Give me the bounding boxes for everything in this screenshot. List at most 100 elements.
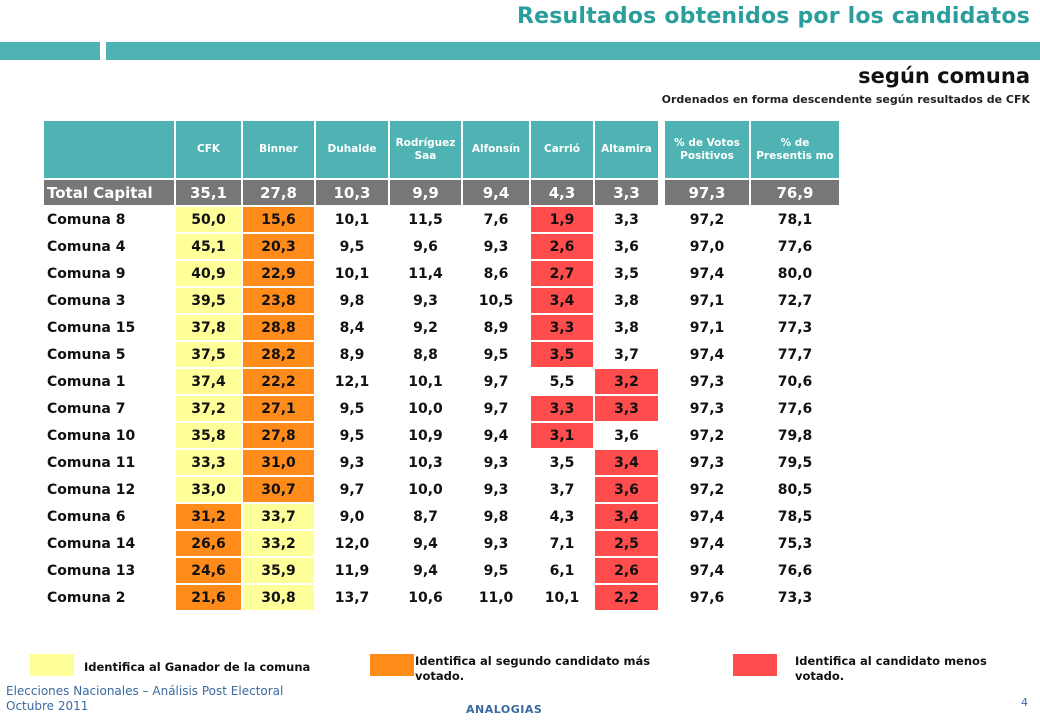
row-label: Comuna 12 (47, 481, 136, 498)
cell-binner: 27,1 (243, 396, 314, 421)
cell-duhalde: 9,7 (316, 477, 388, 502)
row-label: Comuna 13 (47, 562, 136, 579)
cell-carrio: 2,7 (531, 261, 593, 286)
cell-duhalde: 9,5 (316, 234, 388, 259)
cell-presentismo: 80,5 (751, 477, 839, 502)
cell-alfonsin: 9,5 (463, 558, 529, 583)
cell-cfk: 21,6 (176, 585, 241, 610)
row-label: Comuna 6 (47, 508, 126, 525)
cell-duhalde: 10,3 (316, 180, 388, 205)
cell-alfonsin: 9,7 (463, 369, 529, 394)
column-gap (660, 207, 663, 232)
cell-duhalde: 13,7 (316, 585, 388, 610)
cell-votos-positivos: 97,3 (665, 396, 749, 421)
header-altamira: Altamira (595, 121, 658, 178)
cell-binner: 28,2 (243, 342, 314, 367)
table-row: Comuna 9 40,9 22,9 10,1 11,4 8,6 2,7 3,5 97,4 80,… (44, 261, 839, 286)
cell-alfonsin: 10,5 (463, 288, 529, 313)
cell-duhalde: 11,9 (316, 558, 388, 583)
table-row: Comuna 8 50,0 15,6 10,1 11,5 7,6 1,9 3,3 97,2 78,… (44, 207, 839, 232)
results-table: CFK Binner Duhalde Rodríguez Saa Alfonsí… (42, 119, 841, 612)
legend-text-least: Identifica al candidato menos votado. (795, 654, 987, 683)
header-duhalde: Duhalde (316, 121, 388, 178)
cell-presentismo: 75,3 (751, 531, 839, 556)
cell-rodriguez-saa: 9,2 (390, 315, 461, 340)
legend-swatch-second (370, 654, 414, 676)
cell-cfk: 37,2 (176, 396, 241, 421)
cell-altamira: 3,3 (595, 207, 658, 232)
row-label: Comuna 15 (47, 319, 136, 336)
column-gap (660, 585, 663, 610)
header-corner-cell (44, 121, 174, 178)
cell-altamira: 3,8 (595, 315, 658, 340)
cell-carrio: 4,3 (531, 180, 593, 205)
cell-alfonsin: 8,6 (463, 261, 529, 286)
cell-duhalde: 9,5 (316, 423, 388, 448)
table-row: Comuna 4 45,1 20,3 9,5 9,6 9,3 2,6 3,6 97,0 77,6 (44, 234, 839, 259)
cell-binner: 30,7 (243, 477, 314, 502)
legend-swatch-winner (30, 654, 74, 676)
cell-alfonsin: 11,0 (463, 585, 529, 610)
footer-info: Elecciones Nacionales – Análisis Post El… (6, 684, 283, 714)
cell-alfonsin: 7,6 (463, 207, 529, 232)
cell-altamira: 3,8 (595, 288, 658, 313)
cell-duhalde: 12,1 (316, 369, 388, 394)
cell-altamira: 3,6 (595, 477, 658, 502)
cell-binner: 15,6 (243, 207, 314, 232)
cell-alfonsin: 9,5 (463, 342, 529, 367)
cell-votos-positivos: 97,1 (665, 288, 749, 313)
row-label: Comuna 8 (47, 211, 126, 228)
cell-cfk: 39,5 (176, 288, 241, 313)
column-gap (660, 531, 663, 556)
cell-cfk: 26,6 (176, 531, 241, 556)
column-gap (660, 288, 663, 313)
cell-carrio: 1,9 (531, 207, 593, 232)
cell-carrio: 6,1 (531, 558, 593, 583)
footer-line-2: Octubre 2011 (6, 699, 89, 713)
cell-altamira: 3,4 (595, 450, 658, 475)
cell-alfonsin: 9,3 (463, 450, 529, 475)
cell-rodriguez-saa: 9,9 (390, 180, 461, 205)
cell-rodriguez-saa: 10,1 (390, 369, 461, 394)
cell-votos-positivos: 97,3 (665, 450, 749, 475)
cell-duhalde: 9,3 (316, 450, 388, 475)
cell-alfonsin: 9,4 (463, 180, 529, 205)
header-presentismo: % de Presentis mo (751, 121, 839, 178)
cell-alfonsin: 9,7 (463, 396, 529, 421)
cell-votos-positivos: 97,2 (665, 207, 749, 232)
cell-binner: 22,2 (243, 369, 314, 394)
cell-binner: 23,8 (243, 288, 314, 313)
header-carrio: Carrió (531, 121, 593, 178)
legend-swatch-least (733, 654, 777, 676)
cell-cfk: 24,6 (176, 558, 241, 583)
cell-carrio: 3,3 (531, 396, 593, 421)
cell-presentismo: 77,6 (751, 396, 839, 421)
sort-note: Ordenados en forma descendente según res… (661, 93, 1030, 106)
cell-binner: 28,8 (243, 315, 314, 340)
page-title: Resultados obtenidos por los candidatos (517, 4, 1030, 29)
column-gap (660, 261, 663, 286)
row-label: Comuna 5 (47, 346, 126, 363)
cell-rodriguez-saa: 10,3 (390, 450, 461, 475)
accent-bar-right (106, 42, 1040, 60)
cell-cfk: 33,3 (176, 450, 241, 475)
cell-alfonsin: 9,3 (463, 531, 529, 556)
cell-presentismo: 80,0 (751, 261, 839, 286)
page-subtitle: según comuna (858, 64, 1030, 88)
cell-carrio: 10,1 (531, 585, 593, 610)
cell-rodriguez-saa: 10,9 (390, 423, 461, 448)
table-row: Comuna 3 39,5 23,8 9,8 9,3 10,5 3,4 3,8 97,1 72,7 (44, 288, 839, 313)
cell-carrio: 3,4 (531, 288, 593, 313)
header-votos-positivos: % de Votos Positivos (665, 121, 749, 178)
legend-text-winner: Identifica al Ganador de la comuna (84, 660, 311, 674)
cell-cfk: 50,0 (176, 207, 241, 232)
cell-duhalde: 12,0 (316, 531, 388, 556)
brand-name: ANALOGIAS (466, 703, 543, 716)
table-row: Comuna 13 24,6 35,9 11,9 9,4 9,5 6,1 2,6 97,4 76,… (44, 558, 839, 583)
cell-presentismo: 76,9 (751, 180, 839, 205)
cell-binner: 33,2 (243, 531, 314, 556)
cell-cfk: 37,4 (176, 369, 241, 394)
row-label: Comuna 3 (47, 292, 126, 309)
cell-altamira: 3,3 (595, 180, 658, 205)
column-gap (660, 342, 663, 367)
